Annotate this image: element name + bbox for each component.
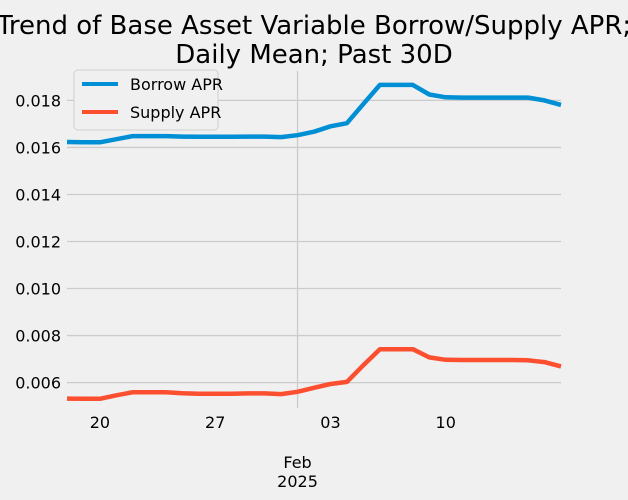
- y-tick-label: 0.006: [15, 374, 61, 393]
- plot-series: [66, 82, 562, 402]
- borrow-apr-line: [66, 82, 562, 145]
- x-major-tick-label: Feb: [283, 453, 311, 472]
- x-tick-label: 10: [436, 413, 456, 432]
- legend: Borrow APR Supply APR: [73, 69, 223, 131]
- y-tick-label: 0.008: [15, 327, 61, 346]
- y-tick-label: 0.012: [15, 232, 61, 251]
- x-tick-label: 03: [320, 413, 340, 432]
- x-tick-label: 27: [205, 413, 225, 432]
- legend-label-borrow: Borrow APR: [130, 75, 223, 94]
- y-tick-label: 0.018: [15, 91, 61, 110]
- x-tick-label: 20: [90, 413, 110, 432]
- chart-title-line-1: Trend of Base Asset Variable Borrow/Supp…: [0, 11, 628, 41]
- y-tick-label: 0.010: [15, 280, 61, 299]
- x-major-tick-label: 2025: [277, 472, 318, 491]
- y-tick-label: 0.014: [15, 185, 61, 204]
- y-tick-label: 0.016: [15, 138, 61, 157]
- chart-title-line-2: Daily Mean; Past 30D: [175, 40, 452, 70]
- supply-apr-line: [66, 346, 562, 402]
- axes: 0.0060.0080.0100.0120.0140.0160.018Feb20…: [15, 91, 456, 491]
- legend-label-supply: Supply APR: [130, 103, 221, 122]
